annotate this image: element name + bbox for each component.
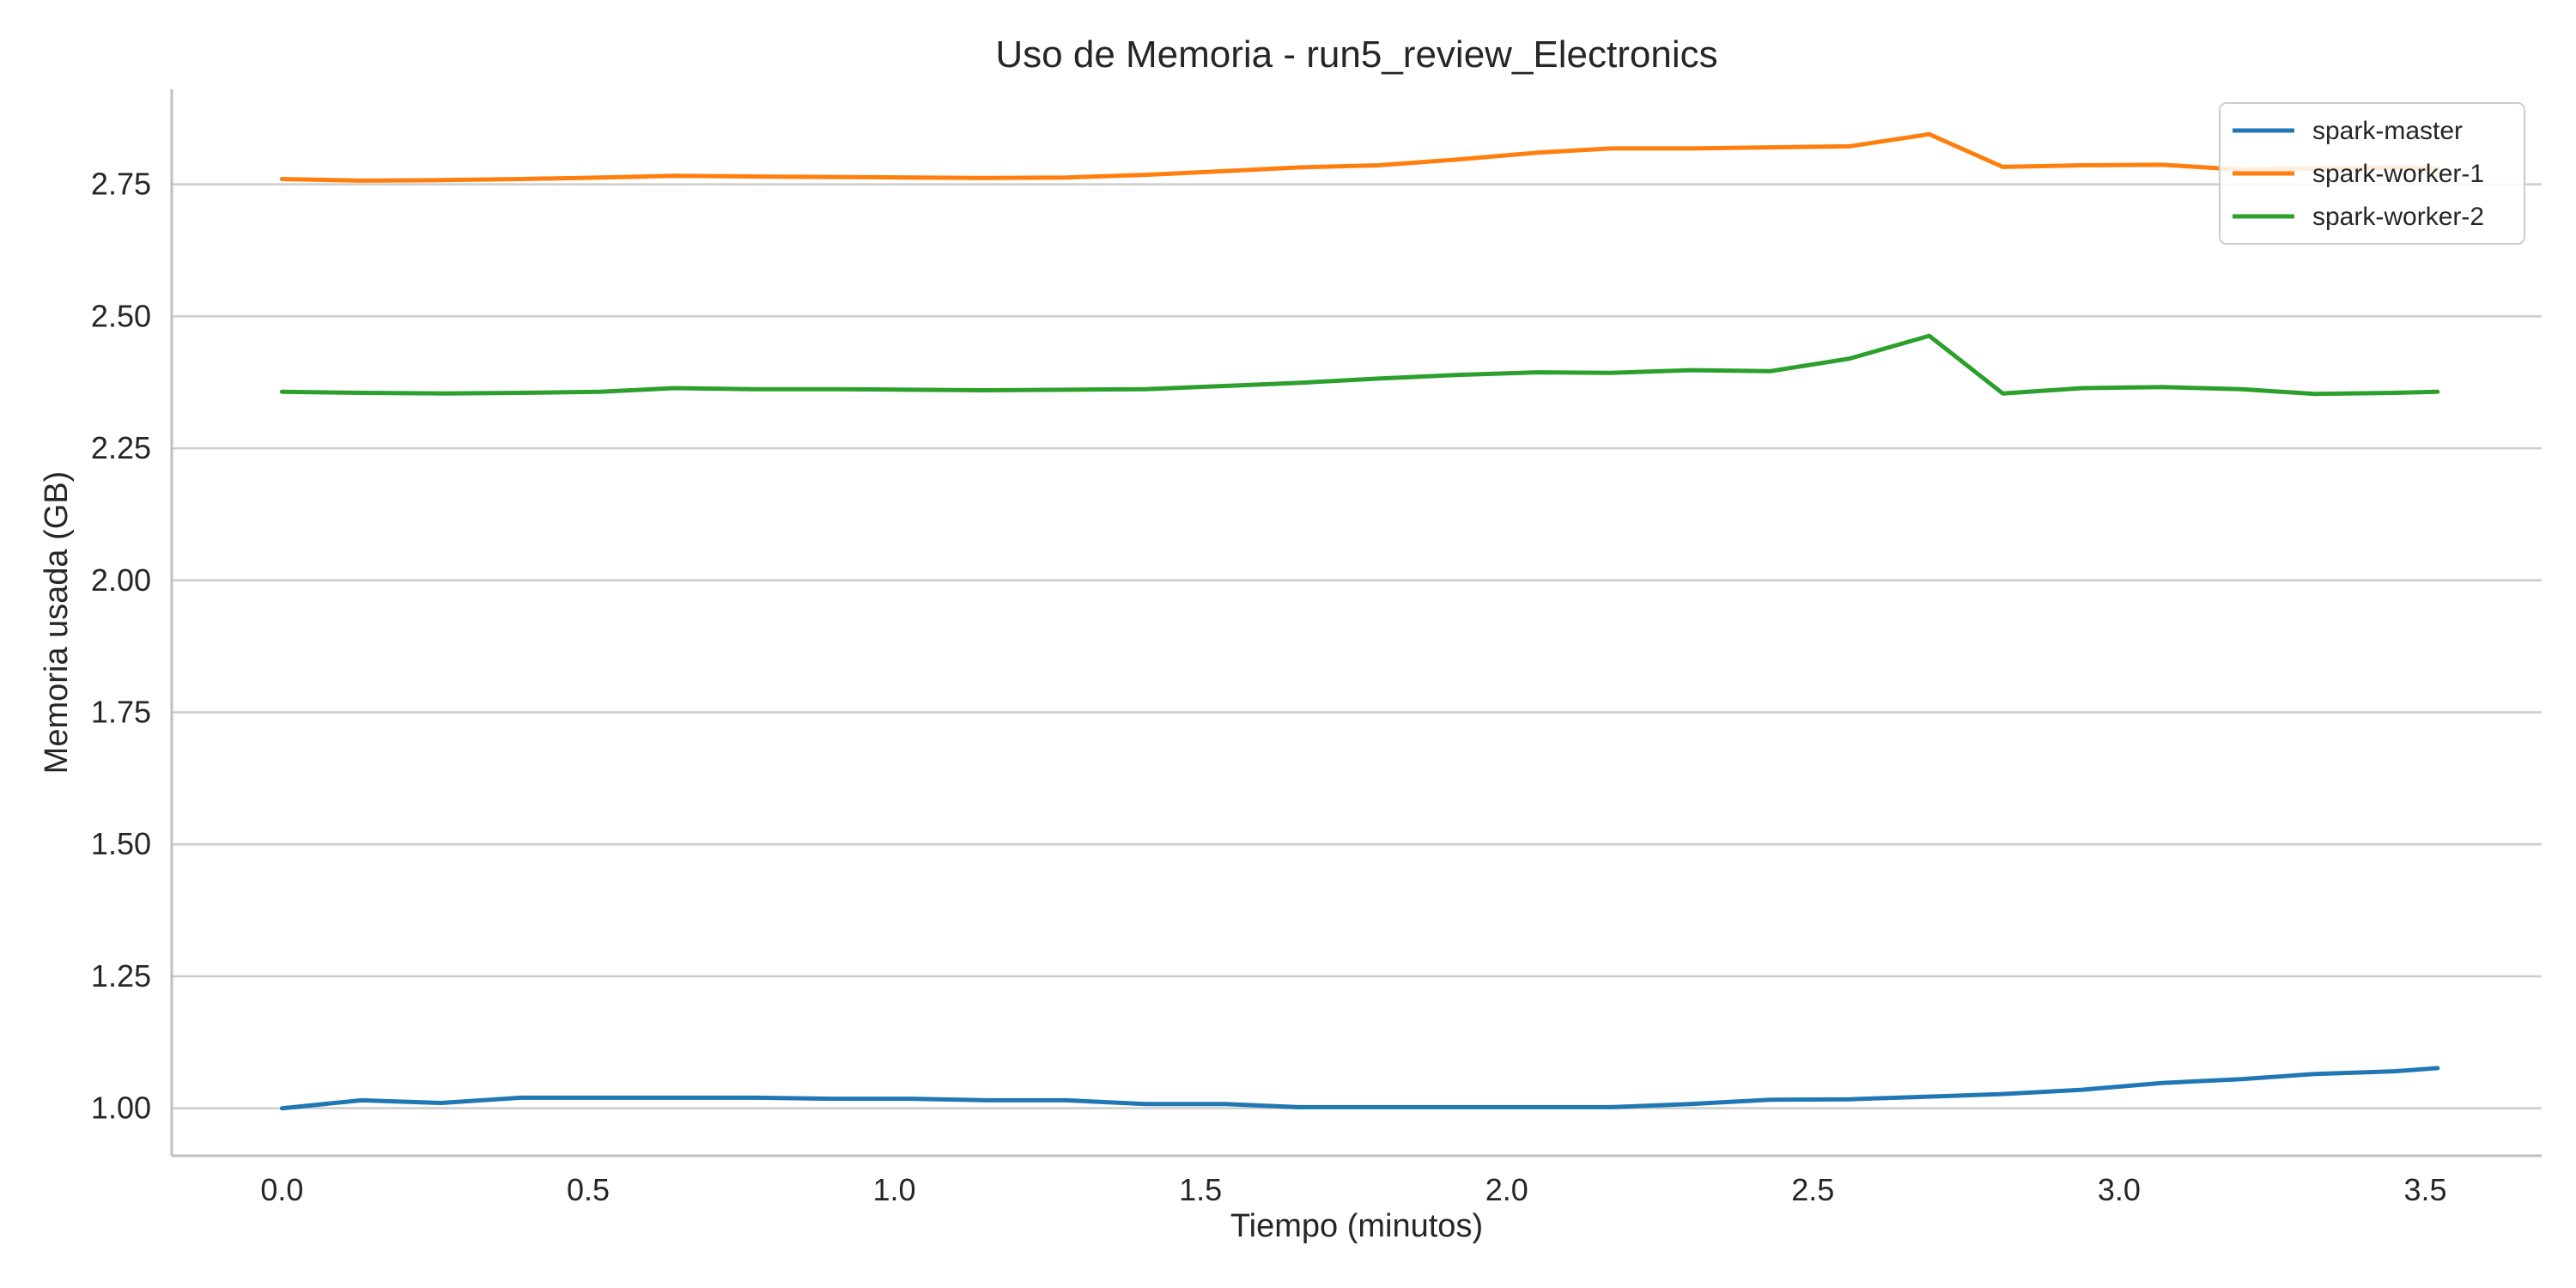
x-tick-labels: 0.0 0.5 1.0 1.5 2.0 2.5 3.0 3.5 [260, 1172, 2446, 1207]
y-tick-label: 1.25 [91, 958, 151, 993]
x-tick-label: 0.0 [260, 1172, 303, 1207]
x-tick-label: 2.5 [1791, 1172, 1834, 1207]
x-tick-label: 2.0 [1485, 1172, 1528, 1207]
x-tick-label: 3.0 [2098, 1172, 2141, 1207]
x-tick-label: 0.5 [567, 1172, 610, 1207]
series-lines [279, 131, 2440, 1111]
series-line-spark-worker-1 [279, 131, 2440, 183]
x-axis-label: Tiempo (minutos) [1230, 1208, 1483, 1244]
legend-label-spark-worker-2: spark-worker-2 [2312, 203, 2484, 231]
y-axis-label: Memoria usada (GB) [39, 471, 75, 775]
axis-spines [170, 89, 2542, 1157]
legend-frame [2219, 102, 2525, 245]
y-tick-label: 2.00 [91, 562, 151, 598]
y-tick-label: 1.75 [91, 695, 151, 730]
legend: spark-master spark-worker-1 spark-worker-2 [2219, 102, 2525, 245]
legend-label-spark-worker-1: spark-worker-1 [2312, 160, 2484, 188]
series-line-spark-worker-2 [279, 333, 2440, 397]
x-tick-label: 1.0 [873, 1172, 916, 1207]
y-tick-label: 2.50 [91, 298, 151, 333]
y-tick-labels: 1.00 1.25 1.50 1.75 2.00 2.25 2.50 2.75 [91, 167, 151, 1126]
legend-label-spark-master: spark-master [2312, 117, 2463, 145]
y-tick-label: 1.50 [91, 826, 151, 861]
series-line-spark-master [279, 1066, 2440, 1111]
y-tick-label: 2.75 [91, 167, 151, 202]
chart-title: Uso de Memoria - run5_review_Electronics [995, 33, 1717, 76]
x-tick-label: 3.5 [2403, 1172, 2446, 1207]
x-tick-label: 1.5 [1179, 1172, 1222, 1207]
y-tick-label: 1.00 [91, 1091, 151, 1126]
y-tick-label: 2.25 [91, 430, 151, 465]
grid-lines [172, 183, 2542, 1109]
